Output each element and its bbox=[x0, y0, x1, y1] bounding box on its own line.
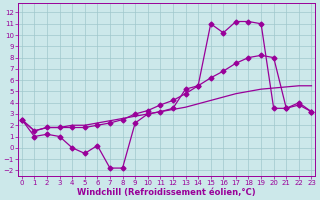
X-axis label: Windchill (Refroidissement éolien,°C): Windchill (Refroidissement éolien,°C) bbox=[77, 188, 256, 197]
